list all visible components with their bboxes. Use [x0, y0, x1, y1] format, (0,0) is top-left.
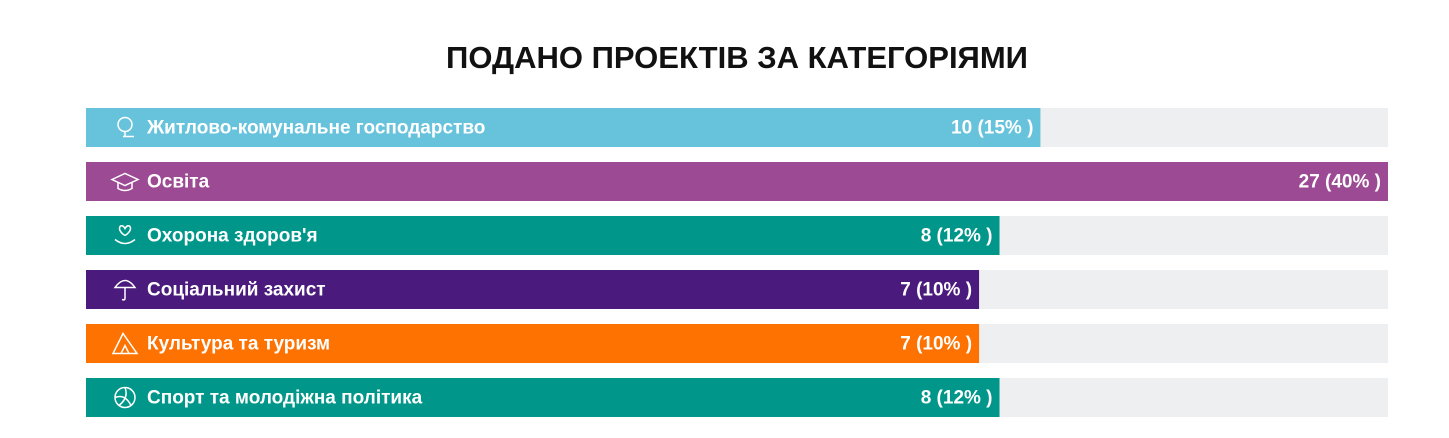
bar	[86, 216, 1000, 255]
icon-part	[110, 172, 140, 192]
bar	[86, 378, 1000, 417]
category-icon	[114, 225, 136, 245]
category-icon	[117, 116, 134, 138]
category-icon	[110, 172, 140, 192]
value-label: 8 (12% )	[921, 226, 993, 247]
category-label: Житлово-комунальне господарство	[146, 118, 485, 139]
value-label: 27 (40% )	[1299, 172, 1381, 193]
icon-part	[114, 225, 136, 245]
category-label: Охорона здоров'я	[147, 226, 318, 247]
bar	[86, 162, 1388, 201]
category-icon	[114, 386, 136, 409]
icon-part	[111, 332, 139, 355]
value-label: 10 (15% )	[951, 118, 1033, 139]
icon-part	[113, 279, 137, 301]
bar	[86, 270, 980, 309]
category-label: Освіта	[147, 172, 210, 193]
category-label: Культура та туризм	[147, 334, 330, 355]
chart-title: ПОДАНО ПРОЕКТІВ ЗА КАТЕГОРІЯМИ	[446, 40, 1028, 75]
category-icon	[113, 279, 137, 301]
category-label: Спорт та молодіжна політика	[147, 388, 423, 409]
category-label: Соціальний захист	[147, 280, 326, 301]
value-label: 7 (10% )	[900, 280, 972, 301]
value-label: 8 (12% )	[921, 388, 993, 409]
icon-part	[114, 387, 132, 407]
bar	[86, 324, 980, 363]
value-label: 7 (10% )	[900, 334, 972, 355]
category-icon	[111, 332, 139, 355]
bar	[86, 108, 1041, 147]
